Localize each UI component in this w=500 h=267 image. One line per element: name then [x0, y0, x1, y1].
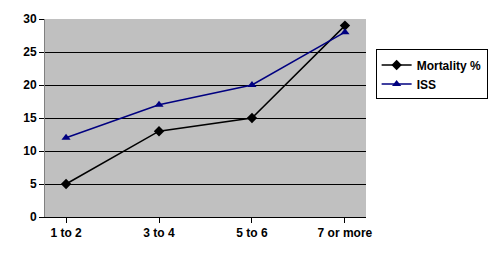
svg-text:25: 25 — [23, 45, 37, 59]
svg-text:Mortality %: Mortality % — [417, 59, 481, 73]
svg-text:15: 15 — [23, 111, 37, 125]
svg-text:7 or more: 7 or more — [318, 226, 373, 240]
svg-text:1 to 2: 1 to 2 — [50, 226, 82, 240]
svg-text:30: 30 — [23, 12, 37, 26]
svg-text:20: 20 — [23, 78, 37, 92]
svg-text:0: 0 — [30, 210, 37, 224]
svg-text:3 to 4: 3 to 4 — [143, 226, 175, 240]
svg-text:5 to 6: 5 to 6 — [236, 226, 268, 240]
svg-text:5: 5 — [30, 177, 37, 191]
svg-text:ISS: ISS — [417, 78, 436, 92]
svg-text:10: 10 — [23, 144, 37, 158]
